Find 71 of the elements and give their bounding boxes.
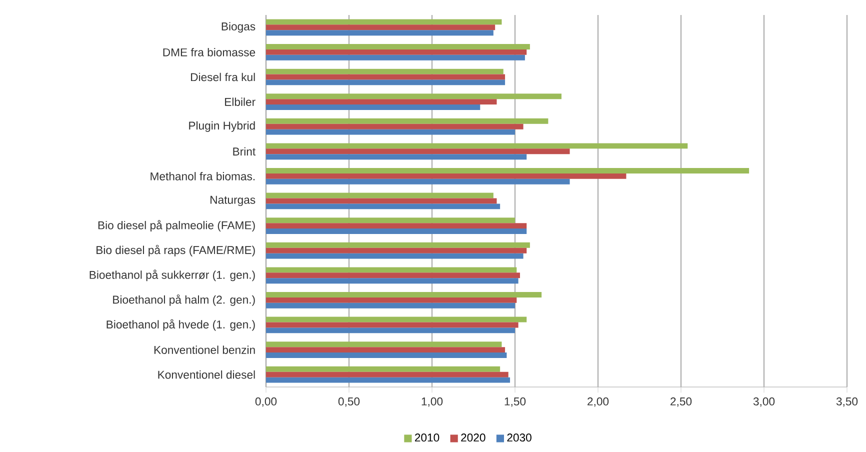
bar xyxy=(266,19,502,25)
bar xyxy=(266,94,562,100)
bar xyxy=(266,248,527,254)
bar xyxy=(266,292,542,298)
bar xyxy=(266,377,510,383)
bar xyxy=(266,30,494,36)
bar xyxy=(266,198,497,204)
bar xyxy=(266,272,520,278)
bar xyxy=(266,173,626,179)
bar xyxy=(266,44,530,50)
bar xyxy=(266,372,508,378)
y-tick-label: Brint xyxy=(233,147,256,156)
bar xyxy=(266,302,516,308)
bar xyxy=(266,218,516,224)
bar xyxy=(266,253,524,259)
bar xyxy=(266,124,524,130)
y-tick-label: Bioethanol på hvede (1. gen.) xyxy=(106,319,255,331)
bar xyxy=(266,223,527,229)
bar xyxy=(266,366,500,372)
y-tick-label: Bio diesel på palmeolie (FAME) xyxy=(98,220,255,232)
y-tick-label: Biogas xyxy=(222,22,256,33)
x-tick-label: 0,50 xyxy=(338,397,360,407)
bar xyxy=(266,328,516,334)
bar xyxy=(266,49,527,55)
y-tick-label: Methanol fra biomas. xyxy=(150,172,255,180)
legend-label: 2020 xyxy=(461,434,486,442)
bar xyxy=(266,192,494,198)
bar xyxy=(266,143,688,149)
y-tick-label: Bioethanol på sukkerrør (1. gen.) xyxy=(90,270,255,282)
bar xyxy=(266,347,506,353)
legend-label: 2010 xyxy=(414,434,440,442)
bar xyxy=(266,99,497,105)
bar xyxy=(266,178,570,184)
y-tick-label: Bioethanol på halm (2. gen.) xyxy=(113,294,255,306)
y-tick-label: Naturgas xyxy=(210,196,256,206)
bar xyxy=(266,342,502,348)
y-tick-label: Diesel fra kul xyxy=(191,72,255,82)
y-tick-label: Konventionel diesel xyxy=(158,370,255,379)
bar xyxy=(266,68,504,74)
bar xyxy=(266,322,518,328)
bar xyxy=(266,154,527,160)
x-tick-label: 2,00 xyxy=(588,397,609,407)
x-tick-label: 1,00 xyxy=(422,397,443,407)
bar xyxy=(266,104,480,110)
bar xyxy=(266,54,525,60)
bar xyxy=(266,74,506,80)
y-tick-label: Plugin Hybrid xyxy=(189,121,255,132)
bar xyxy=(266,129,516,135)
bar xyxy=(266,242,530,248)
bar xyxy=(266,297,517,303)
x-tick-label: 3,00 xyxy=(753,397,775,407)
bar xyxy=(266,80,506,86)
bar xyxy=(266,148,570,154)
bar xyxy=(266,168,750,174)
y-tick-label: DME fra biomasse xyxy=(163,48,256,56)
x-tick-label: 2,50 xyxy=(670,397,692,407)
y-tick-label: Bio diesel på raps (FAME/RME) xyxy=(96,244,255,256)
bar xyxy=(266,118,548,124)
bar xyxy=(266,278,518,284)
x-tick-label: 0,00 xyxy=(255,397,277,407)
bar xyxy=(266,24,496,30)
bar xyxy=(266,204,500,210)
bar xyxy=(266,352,507,358)
x-tick-label: 1,50 xyxy=(504,397,526,407)
legend-label: 2030 xyxy=(507,434,532,442)
bar xyxy=(266,267,517,273)
x-tick-label: 3,50 xyxy=(836,397,858,407)
bar xyxy=(266,316,527,322)
y-tick-label: Elbiler xyxy=(225,98,256,106)
y-tick-label: Konventionel benzin xyxy=(154,346,255,354)
bar xyxy=(266,228,527,234)
